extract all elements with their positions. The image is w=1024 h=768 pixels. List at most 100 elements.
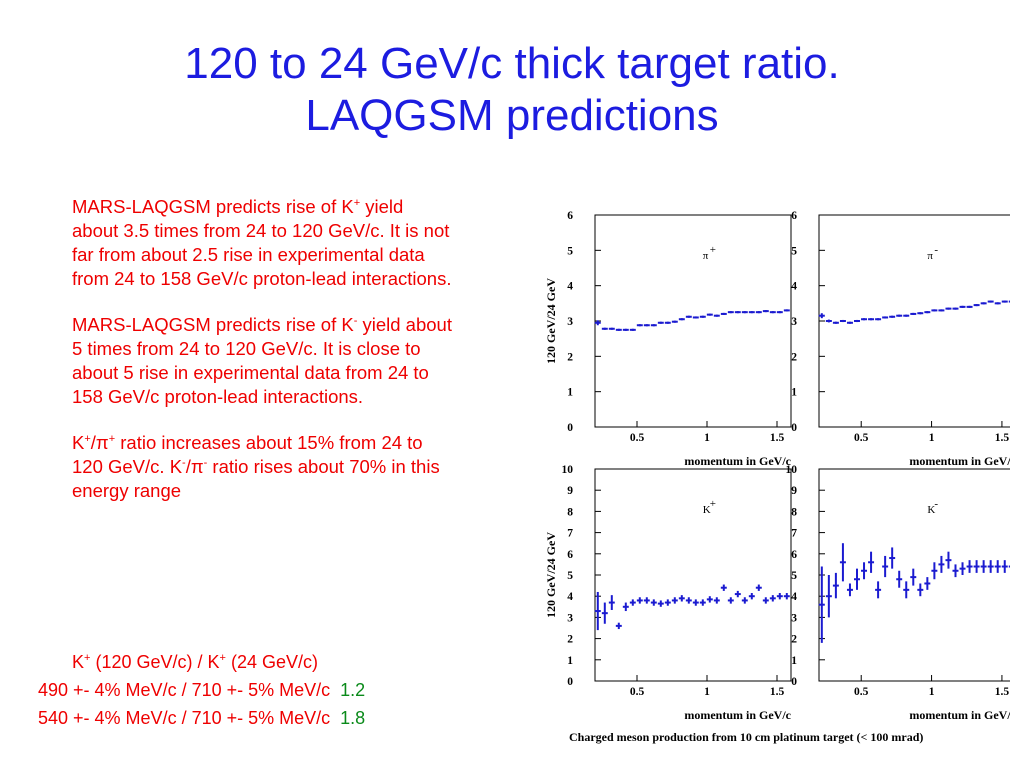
- data-point: [727, 311, 734, 314]
- data-point: [931, 309, 938, 312]
- bullet-3-k: K: [72, 432, 85, 453]
- data-point: [629, 328, 636, 331]
- data-point: [875, 318, 882, 321]
- data-point: [699, 315, 706, 318]
- data-point: [994, 302, 1001, 305]
- bullet-3-post: ratio rises about 70% in this energy ran…: [72, 456, 440, 501]
- data-point: [832, 572, 839, 599]
- data-point: [622, 328, 629, 331]
- data-point: [861, 318, 868, 321]
- data-point: [741, 311, 748, 314]
- data-point: [643, 324, 650, 327]
- y-tick-label: 4: [791, 591, 797, 603]
- x-tick-label: 1: [704, 686, 710, 698]
- y-tick-label: 7: [567, 528, 573, 540]
- ratio-row-1: 490 +- 4% MeV/c / 710 +- 5% MeV/c 1.2: [38, 676, 365, 704]
- particle-label: π: [703, 250, 709, 262]
- y-tick-label: 8: [791, 506, 797, 518]
- y-tick-label: 2: [791, 351, 797, 363]
- data-point: [854, 319, 860, 323]
- data-point: [889, 547, 896, 569]
- data-point: [783, 593, 790, 600]
- plot-frame: [818, 468, 1010, 682]
- data-point: [825, 575, 832, 618]
- y-tick-label: 6: [567, 210, 573, 222]
- data-point: [685, 597, 692, 604]
- particle-label: π: [927, 250, 933, 262]
- data-point: [706, 313, 713, 316]
- x-tick-label: 1.5: [770, 686, 785, 698]
- data-point: [896, 314, 903, 317]
- data-point: [769, 311, 776, 314]
- data-point: [601, 602, 608, 624]
- y-axis-label: 120 GeV/24 GeV: [544, 278, 558, 364]
- y-tick-label: 1: [567, 655, 573, 667]
- bullet-ratio-increase: K+/π+ ratio increases about 15% from 24 …: [72, 431, 452, 503]
- data-point: [594, 591, 601, 631]
- data-point: [713, 597, 720, 604]
- y-tick-label: 10: [562, 464, 574, 476]
- data-point: [846, 583, 853, 597]
- data-point: [706, 596, 713, 603]
- plot-panel-3: 0 1 2 3 4 5 6 7 8 9 10 0.5 1 1.5 momentum in GeV/c 120 …: [544, 464, 792, 722]
- bullet-kplus-rise: MARS-LAQGSM predicts rise of K+ yield ab…: [72, 195, 452, 291]
- y-tick-label: 7: [791, 528, 797, 540]
- bullet-2-pre: MARS-LAQGSM predicts rise of K: [72, 314, 354, 335]
- data-point: [755, 311, 762, 314]
- data-point: [692, 316, 699, 319]
- data-point: [952, 307, 959, 310]
- y-tick-label: 3: [567, 316, 573, 328]
- data-point: [875, 581, 882, 599]
- data-point: [825, 319, 832, 323]
- y-tick-label: 1: [791, 387, 797, 399]
- ratio-row-2: 540 +- 4% MeV/c / 710 +- 5% MeV/c 1.8: [38, 704, 365, 732]
- y-tick-label: 0: [567, 422, 573, 434]
- data-point: [973, 560, 980, 573]
- data-point: [889, 315, 896, 318]
- y-tick-label: 2: [567, 634, 573, 646]
- data-point: [854, 568, 860, 590]
- y-tick-label: 9: [791, 485, 797, 497]
- data-point: [952, 564, 959, 578]
- data-point: [720, 584, 727, 591]
- data-point: [734, 311, 741, 314]
- ratio-row-1-value: 1.2: [340, 680, 366, 700]
- data-point: [910, 312, 917, 315]
- ratio-k1: K: [72, 652, 85, 672]
- particle-label-charge: -: [934, 244, 938, 256]
- data-point: [748, 593, 755, 600]
- plot-frame: [818, 214, 1010, 428]
- data-point: [699, 599, 706, 606]
- data-point: [636, 597, 643, 604]
- x-tick-label: 0.5: [854, 432, 869, 444]
- data-point: [601, 327, 608, 330]
- bullet-3-mid: ratio increases about 15% from 24 to 120…: [72, 432, 423, 477]
- x-axis-label: momentum in GeV/c: [909, 454, 1010, 468]
- bullet-3-pisup: +: [108, 432, 116, 445]
- y-tick-label: 5: [567, 245, 573, 257]
- data-point: [966, 305, 973, 308]
- data-point: [861, 562, 868, 580]
- data-point: [938, 555, 945, 573]
- data-point: [917, 312, 924, 315]
- ratio-row-1-text: 490 +- 4% MeV/c / 710 +- 5% MeV/c: [38, 680, 331, 700]
- x-tick-label: 1.5: [995, 432, 1010, 444]
- data-point: [678, 318, 685, 321]
- data-point: [903, 581, 910, 599]
- data-point: [959, 305, 966, 308]
- x-tick-label: 1.5: [770, 432, 785, 444]
- data-point: [636, 324, 643, 327]
- slide-title: 120 to 24 GeV/c thick target ratio. LAQG…: [0, 38, 1024, 142]
- ratio-s1: +: [84, 652, 91, 664]
- particle-label-charge: -: [934, 498, 938, 510]
- figure-caption: Charged meson production from 10 cm plat…: [569, 730, 923, 744]
- y-tick-label: 3: [791, 316, 797, 328]
- data-point: [818, 313, 825, 319]
- data-point: [846, 321, 853, 324]
- data-point: [671, 597, 678, 604]
- data-point: [643, 597, 650, 604]
- data-point: [594, 320, 601, 326]
- data-point: [769, 595, 776, 602]
- y-tick-label: 0: [791, 422, 797, 434]
- kplus-ratio-calculation: K+ (120 GeV/c) / K+ (24 GeV/c) 490 +- 4%…: [38, 648, 365, 732]
